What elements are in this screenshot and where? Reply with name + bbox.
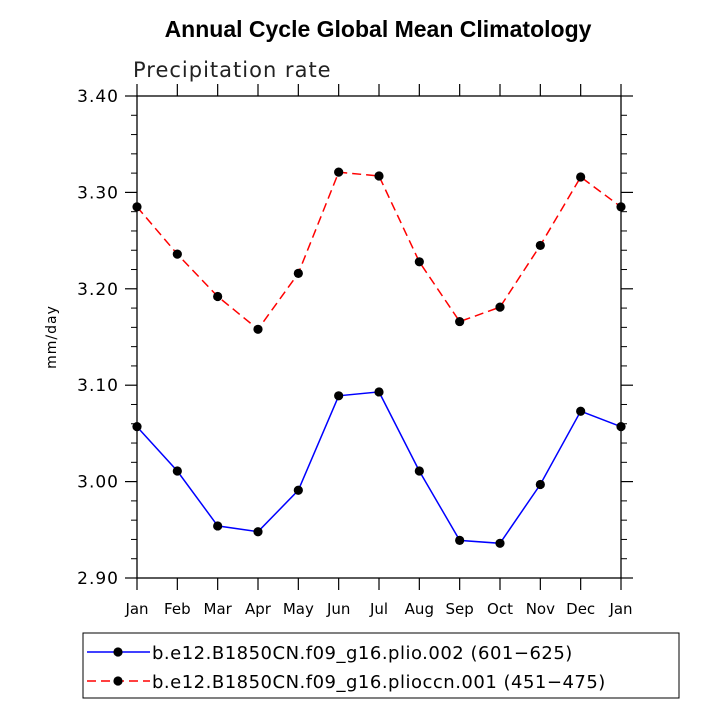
- series-2-point: [576, 172, 586, 182]
- y-tick-label: 2.90: [77, 569, 119, 589]
- x-tick-label: Jul: [369, 600, 388, 618]
- series-2-point: [535, 240, 545, 251]
- series-layer: [132, 167, 626, 548]
- x-tick-label: Jun: [326, 600, 350, 618]
- axis-ticks: [125, 84, 633, 590]
- series-1-point: [455, 535, 465, 546]
- series-1-point: [132, 422, 142, 432]
- x-tick-label: Apr: [245, 600, 272, 618]
- y-axis-label: mm/day: [44, 305, 60, 369]
- y-tick-label: 3.30: [77, 183, 119, 203]
- series-1-point: [414, 466, 424, 476]
- y-tick-label: 3.40: [77, 87, 119, 107]
- series-2-point: [455, 316, 465, 327]
- legend-label-1: b.e12.B1850CN.f09_g16.plio.002 (601−625): [152, 643, 573, 664]
- x-tick-label: Oct: [487, 600, 513, 618]
- series-2-point: [374, 171, 384, 181]
- y-tick-labels: 2.90 3.00 3.10 3.20 3.30 3.40: [77, 87, 119, 589]
- legend-box: [82, 632, 680, 699]
- x-tick-label: Mar: [204, 600, 233, 618]
- series-2-point: [213, 291, 223, 302]
- x-tick-label: Jan: [608, 600, 632, 618]
- series-2-point: [495, 302, 505, 312]
- y-tick-label: 3.10: [77, 376, 119, 396]
- series-2-point: [334, 167, 344, 177]
- series-2-point: [414, 257, 424, 267]
- series-1-point: [616, 422, 626, 432]
- series-2-point: [172, 249, 182, 259]
- y-tick-label: 3.00: [77, 473, 119, 493]
- series-2-point: [616, 202, 626, 212]
- x-tick-label: May: [283, 600, 314, 618]
- x-tick-label: Dec: [566, 600, 595, 618]
- plot-frame: [136, 95, 622, 579]
- series-line-2: [136, 171, 622, 331]
- series-line-1: [136, 391, 622, 545]
- x-tick-label: Aug: [405, 600, 434, 618]
- chart-subtitle: Precipitation rate: [133, 58, 332, 82]
- x-tick-label: Sep: [446, 600, 474, 618]
- x-tick-labels: Jan Feb Mar Apr May Jun Jul Aug Sep Oct Nov Dec Jan: [124, 600, 632, 618]
- chart-title: Annual Cycle Global Mean Climatology: [165, 16, 592, 42]
- series-2-point: [253, 324, 263, 334]
- series-1-point: [535, 479, 545, 490]
- legend-marker-1: [113, 647, 123, 657]
- x-tick-label: Jan: [124, 600, 148, 618]
- series-1-point: [213, 521, 223, 531]
- series-2-point: [132, 202, 142, 212]
- series-1-point: [576, 406, 586, 416]
- legend-label-2: b.e12.B1850CN.f09_g16.plioccn.001 (451−4…: [152, 672, 606, 693]
- series-1-point: [293, 485, 303, 495]
- x-tick-label: Feb: [164, 600, 191, 618]
- y-tick-label: 3.20: [77, 280, 119, 300]
- x-tick-label: Nov: [526, 600, 555, 618]
- series-2-point: [293, 268, 303, 278]
- legend-marker-2: [113, 676, 123, 686]
- series-1-point: [495, 538, 505, 548]
- legend: b.e12.B1850CN.f09_g16.plio.002 (601−625)…: [87, 643, 606, 693]
- series-1-point: [253, 527, 263, 537]
- series-1-point: [334, 391, 344, 401]
- series-1-point: [172, 466, 182, 476]
- series-1-point: [374, 387, 384, 397]
